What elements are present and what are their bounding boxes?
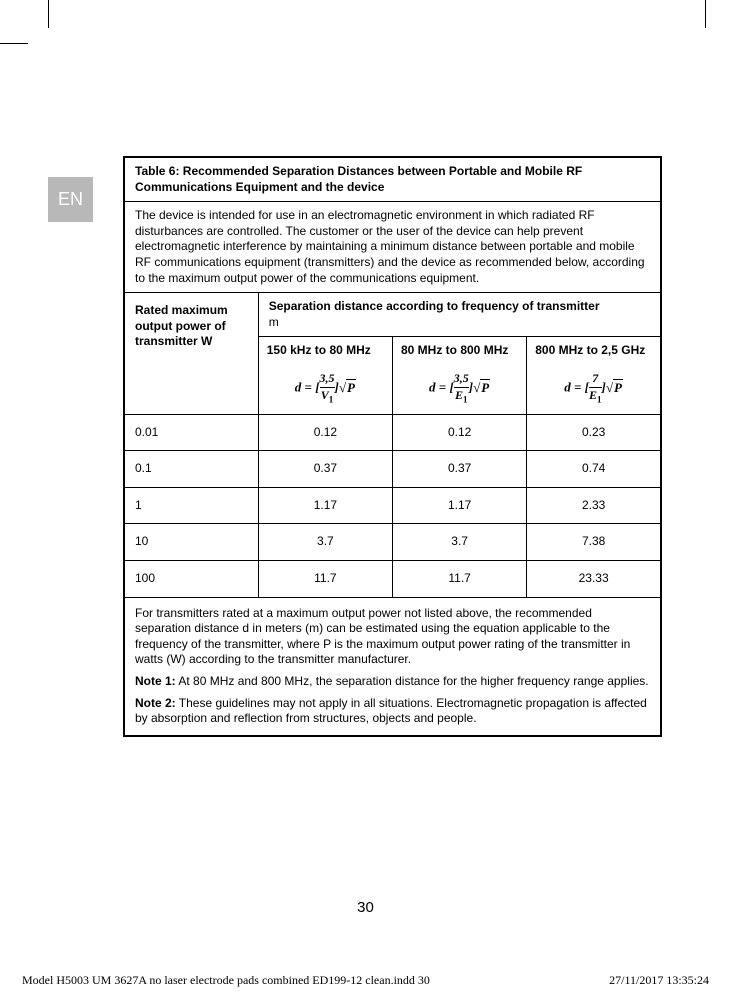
distance-cell: 0.12 bbox=[258, 414, 392, 451]
formula: d = [7E1]√P bbox=[535, 371, 652, 406]
distance-cell: 1.17 bbox=[393, 487, 527, 524]
table-row: 0.010.120.120.23 bbox=[124, 414, 661, 451]
distance-cell: 0.74 bbox=[527, 451, 661, 488]
freq-column-header: 80 MHz to 800 MHz d = [3,5E1]√P bbox=[393, 337, 527, 414]
note-1: Note 1: At 80 MHz and 800 MHz, the separ… bbox=[135, 674, 650, 690]
table-title: Table 6: Recommended Separation Distance… bbox=[124, 157, 661, 202]
table-row: 0.10.370.370.74 bbox=[124, 451, 661, 488]
crop-mark bbox=[48, 0, 49, 28]
separation-distance-table: Table 6: Recommended Separation Distance… bbox=[123, 156, 662, 737]
note-2-text: These guidelines may not apply in all si… bbox=[135, 696, 647, 726]
note-1-text: At 80 MHz and 800 MHz, the separation di… bbox=[176, 674, 649, 688]
distance-cell: 3.7 bbox=[393, 524, 527, 561]
sep-header-bold: Separation distance according to frequen… bbox=[269, 299, 600, 313]
footer-right: 27/11/2017 13:35:24 bbox=[609, 973, 709, 988]
distance-cell: 11.7 bbox=[393, 560, 527, 597]
distance-cell: 1.17 bbox=[258, 487, 392, 524]
table-row: 103.73.77.38 bbox=[124, 524, 661, 561]
language-label: EN bbox=[58, 189, 83, 210]
page-number: 30 bbox=[0, 899, 731, 916]
freq-column-label: 80 MHz to 800 MHz bbox=[401, 343, 518, 359]
formula: d = [3,5E1]√P bbox=[401, 371, 518, 406]
power-cell: 10 bbox=[124, 524, 258, 561]
page: EN Table 6: Recommended Separation Dista… bbox=[0, 0, 731, 1000]
distance-cell: 2.33 bbox=[527, 487, 661, 524]
power-cell: 1 bbox=[124, 487, 258, 524]
freq-column-header: 800 MHz to 2,5 GHz d = [7E1]√P bbox=[527, 337, 661, 414]
distance-cell: 11.7 bbox=[258, 560, 392, 597]
row-header: Rated maximum output power of transmitte… bbox=[124, 293, 258, 414]
distance-cell: 23.33 bbox=[527, 560, 661, 597]
footer-left: Model H5003 UM 3627A no laser electrode … bbox=[22, 973, 430, 988]
table-intro: The device is intended for use in an ele… bbox=[124, 202, 661, 293]
note-2: Note 2: These guidelines may not apply i… bbox=[135, 696, 650, 727]
content: Table 6: Recommended Separation Distance… bbox=[123, 156, 662, 737]
crop-mark bbox=[705, 0, 706, 28]
footer: Model H5003 UM 3627A no laser electrode … bbox=[0, 973, 731, 988]
power-cell: 0.01 bbox=[124, 414, 258, 451]
freq-column-header: 150 kHz to 80 MHz d = [3,5V1]√P bbox=[258, 337, 392, 414]
note-1-label: Note 1: bbox=[135, 674, 176, 688]
distance-cell: 0.12 bbox=[393, 414, 527, 451]
table-title-text: Table 6: Recommended Separation Distance… bbox=[135, 164, 582, 194]
distance-cell: 0.23 bbox=[527, 414, 661, 451]
table-intro-text: The device is intended for use in an ele… bbox=[135, 208, 645, 284]
formula: d = [3,5V1]√P bbox=[267, 371, 384, 406]
power-cell: 100 bbox=[124, 560, 258, 597]
distance-cell: 0.37 bbox=[393, 451, 527, 488]
sep-header-unit: m bbox=[269, 315, 279, 329]
freq-column-label: 800 MHz to 2,5 GHz bbox=[535, 343, 652, 359]
table-notes: For transmitters rated at a maximum outp… bbox=[124, 597, 661, 736]
power-cell: 0.1 bbox=[124, 451, 258, 488]
freq-column-label: 150 kHz to 80 MHz bbox=[267, 343, 384, 359]
crop-mark bbox=[0, 43, 28, 44]
notes-paragraph: For transmitters rated at a maximum outp… bbox=[135, 606, 650, 668]
row-header-text: Rated maximum output power of transmitte… bbox=[135, 303, 228, 348]
table-row: 11.171.172.33 bbox=[124, 487, 661, 524]
distance-cell: 3.7 bbox=[258, 524, 392, 561]
sep-header: Separation distance according to frequen… bbox=[258, 293, 661, 337]
table-row: 10011.711.723.33 bbox=[124, 560, 661, 597]
language-tab: EN bbox=[48, 177, 93, 222]
note-2-label: Note 2: bbox=[135, 696, 176, 710]
distance-cell: 0.37 bbox=[258, 451, 392, 488]
page-number-text: 30 bbox=[357, 899, 374, 916]
distance-cell: 7.38 bbox=[527, 524, 661, 561]
